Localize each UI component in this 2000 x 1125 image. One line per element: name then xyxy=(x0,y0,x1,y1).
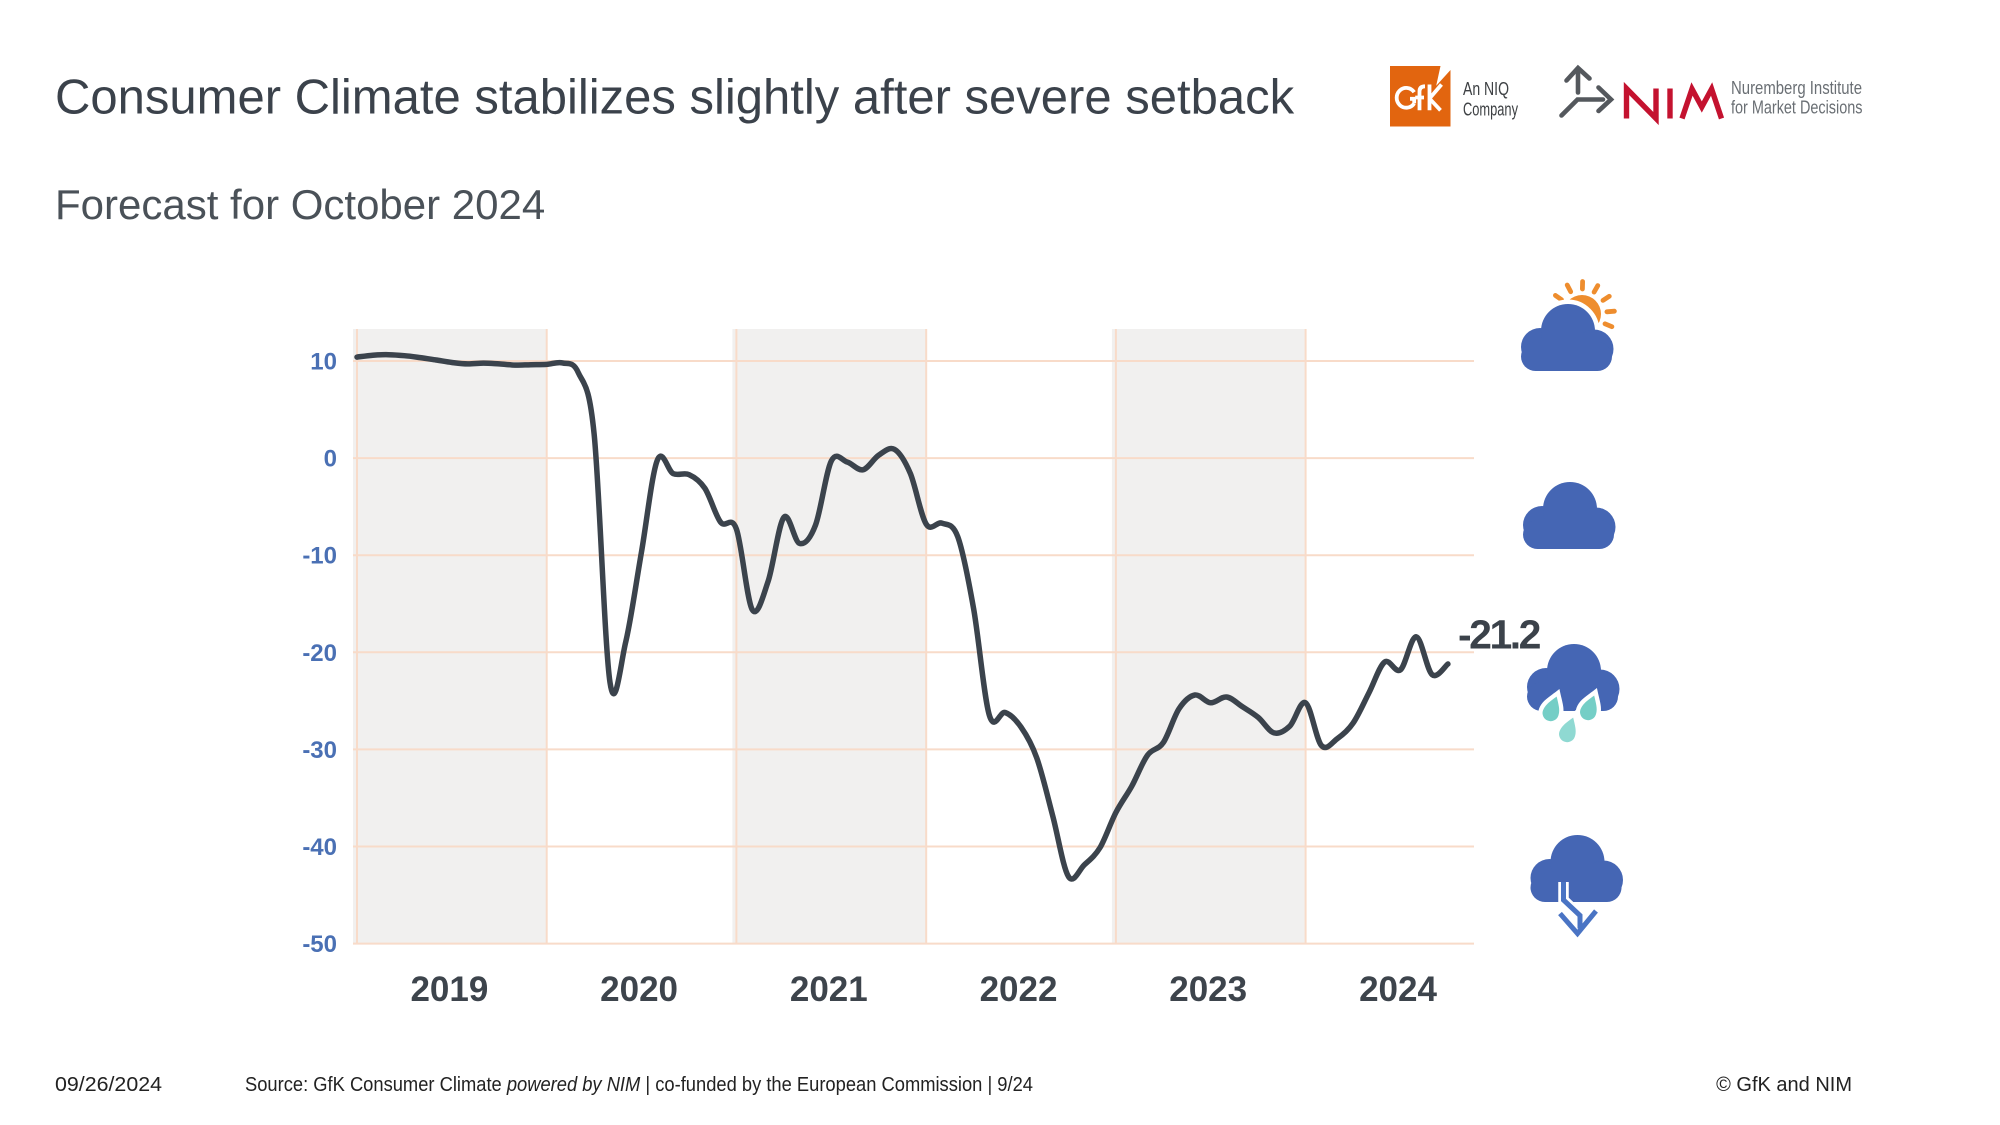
svg-text:2021: 2021 xyxy=(790,970,868,1009)
svg-text:2022: 2022 xyxy=(980,970,1058,1009)
svg-text:-40: -40 xyxy=(302,834,337,861)
svg-text:09/26/2024: 09/26/2024 xyxy=(55,1074,162,1096)
svg-text:Consumer Climate stabilizes sl: Consumer Climate stabilizes slightly aft… xyxy=(55,71,1295,125)
svg-text:-30: -30 xyxy=(302,737,337,764)
svg-text:2023: 2023 xyxy=(1169,970,1247,1009)
svg-text:2019: 2019 xyxy=(410,970,488,1009)
svg-text:© GfK and NIM: © GfK and NIM xyxy=(1716,1074,1852,1096)
svg-text:Company: Company xyxy=(1463,100,1518,120)
svg-text:Forecast for October 2024: Forecast for October 2024 xyxy=(55,181,545,228)
svg-text:2024: 2024 xyxy=(1359,970,1437,1009)
svg-text:-10: -10 xyxy=(302,543,337,570)
svg-text:-20: -20 xyxy=(302,640,337,667)
svg-text:2020: 2020 xyxy=(600,970,678,1009)
svg-text:10: 10 xyxy=(310,349,337,376)
svg-text:for Market Decisions: for Market Decisions xyxy=(1731,98,1863,118)
svg-text:0: 0 xyxy=(324,446,337,473)
svg-text:-21.2: -21.2 xyxy=(1458,612,1541,658)
svg-text:An NIQ: An NIQ xyxy=(1463,79,1509,99)
svg-text:Nuremberg Institute: Nuremberg Institute xyxy=(1731,78,1862,98)
svg-text:Source: GfK Consumer Climate p: Source: GfK Consumer Climate powered by … xyxy=(245,1074,1033,1096)
svg-text:-50: -50 xyxy=(302,931,337,958)
